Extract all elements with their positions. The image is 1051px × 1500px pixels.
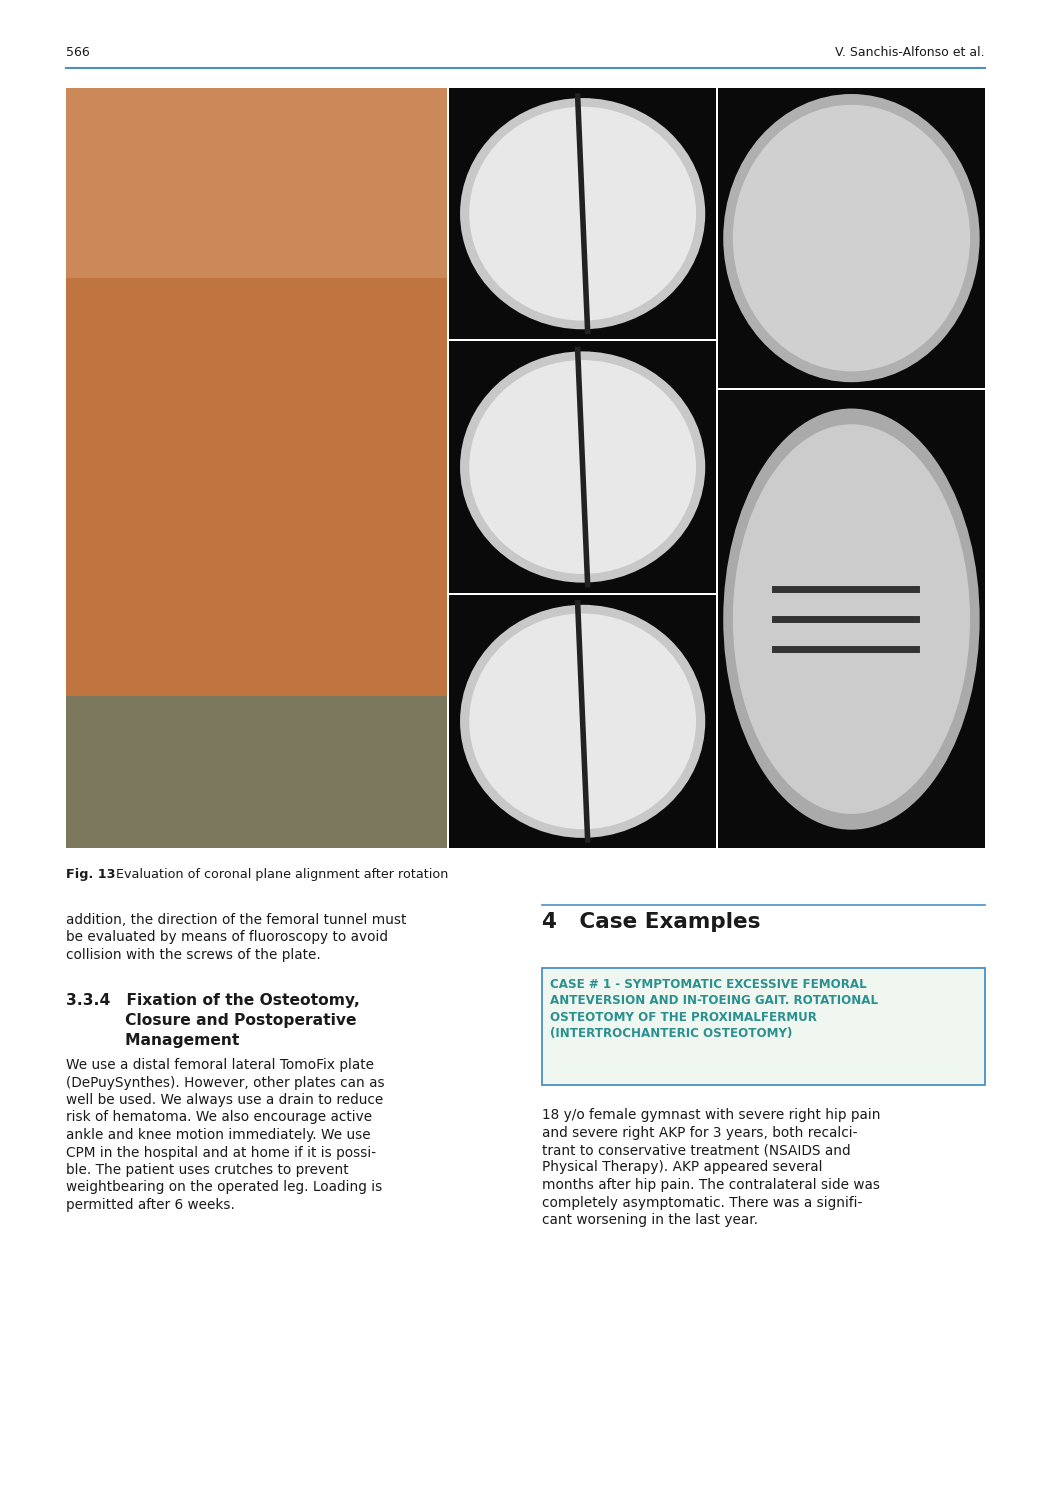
Ellipse shape — [469, 106, 696, 321]
Text: CASE # 1 - SYMPTOMATIC EXCESSIVE FEMORAL: CASE # 1 - SYMPTOMATIC EXCESSIVE FEMORAL — [550, 978, 867, 992]
Text: weightbearing on the operated leg. Loading is: weightbearing on the operated leg. Loadi… — [66, 1180, 383, 1194]
Text: well be used. We always use a drain to reduce: well be used. We always use a drain to r… — [66, 1094, 384, 1107]
Text: Management: Management — [66, 1034, 240, 1048]
Ellipse shape — [723, 408, 980, 830]
Bar — [450, 594, 716, 847]
Ellipse shape — [460, 351, 705, 582]
Ellipse shape — [733, 424, 970, 814]
Text: permitted after 6 weeks.: permitted after 6 weeks. — [66, 1198, 234, 1212]
Text: (INTERTROCHANTERIC OSTEOTOMY): (INTERTROCHANTERIC OSTEOTOMY) — [550, 1028, 792, 1041]
Text: (DePuySynthes). However, other plates can as: (DePuySynthes). However, other plates ca… — [66, 1076, 385, 1089]
Text: ble. The patient uses crutches to prevent: ble. The patient uses crutches to preven… — [66, 1162, 349, 1178]
Text: ANTEVERSION AND IN-TOEING GAIT. ROTATIONAL: ANTEVERSION AND IN-TOEING GAIT. ROTATION… — [550, 994, 879, 1008]
Text: V. Sanchis-Alfonso et al.: V. Sanchis-Alfonso et al. — [836, 45, 985, 58]
Text: trant to conservative treatment (NSAIDS and: trant to conservative treatment (NSAIDS … — [542, 1143, 850, 1156]
Text: and severe right AKP for 3 years, both recalci-: and severe right AKP for 3 years, both r… — [542, 1125, 858, 1140]
Ellipse shape — [723, 94, 980, 382]
Text: be evaluated by means of fluoroscopy to avoid: be evaluated by means of fluoroscopy to … — [66, 930, 388, 945]
Text: 18 y/o female gymnast with severe right hip pain: 18 y/o female gymnast with severe right … — [542, 1108, 881, 1122]
Bar — [718, 390, 985, 847]
Text: cant worsening in the last year.: cant worsening in the last year. — [542, 1214, 758, 1227]
Text: 566: 566 — [66, 45, 89, 58]
Bar — [718, 88, 985, 388]
Bar — [66, 88, 448, 278]
Text: 4   Case Examples: 4 Case Examples — [542, 912, 761, 932]
Text: risk of hematoma. We also encourage active: risk of hematoma. We also encourage acti… — [66, 1110, 372, 1125]
FancyBboxPatch shape — [542, 968, 985, 1084]
Text: collision with the screws of the plate.: collision with the screws of the plate. — [66, 948, 321, 962]
Text: completely asymptomatic. There was a signifi-: completely asymptomatic. There was a sig… — [542, 1196, 863, 1209]
Ellipse shape — [460, 98, 705, 330]
Ellipse shape — [460, 604, 705, 838]
Ellipse shape — [733, 105, 970, 372]
Text: Fig. 13: Fig. 13 — [66, 868, 116, 880]
Text: Closure and Postoperative: Closure and Postoperative — [66, 1013, 356, 1028]
Text: CPM in the hospital and at home if it is possi-: CPM in the hospital and at home if it is… — [66, 1146, 376, 1160]
Bar — [450, 88, 716, 339]
Text: Evaluation of coronal plane alignment after rotation: Evaluation of coronal plane alignment af… — [108, 868, 449, 880]
Ellipse shape — [469, 614, 696, 830]
Text: ankle and knee motion immediately. We use: ankle and knee motion immediately. We us… — [66, 1128, 371, 1142]
Text: OSTEOTOMY OF THE PROXIMALFERMUR: OSTEOTOMY OF THE PROXIMALFERMUR — [550, 1011, 817, 1025]
Ellipse shape — [469, 360, 696, 574]
Text: Physical Therapy). AKP appeared several: Physical Therapy). AKP appeared several — [542, 1161, 823, 1174]
Bar — [450, 342, 716, 592]
Bar — [66, 88, 448, 848]
Bar — [66, 696, 448, 847]
Text: 3.3.4   Fixation of the Osteotomy,: 3.3.4 Fixation of the Osteotomy, — [66, 993, 359, 1008]
Text: addition, the direction of the femoral tunnel must: addition, the direction of the femoral t… — [66, 914, 407, 927]
Text: months after hip pain. The contralateral side was: months after hip pain. The contralateral… — [542, 1178, 880, 1192]
Text: We use a distal femoral lateral TomoFix plate: We use a distal femoral lateral TomoFix … — [66, 1058, 374, 1072]
